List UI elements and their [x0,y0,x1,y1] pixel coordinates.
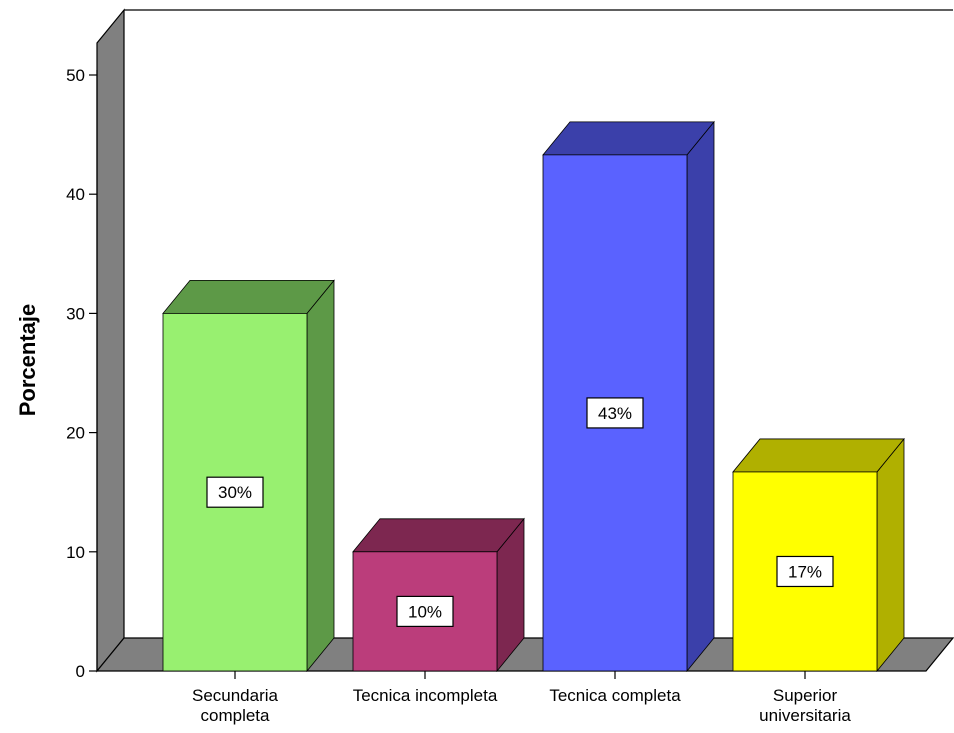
chart-bars [162,120,905,673]
data-label-box [396,595,454,628]
bar-top [162,279,335,314]
y-tick-label: 50 [66,66,85,85]
bar-top [542,121,715,156]
x-tick-label: Secundaria [192,686,279,705]
bar-side [306,279,335,673]
bar-top [352,518,525,553]
data-label: 17% [788,562,822,581]
chart-axes: 0 10 20 30 40 50 [66,66,806,681]
x-tick-label: Tecnica completa [549,686,681,705]
y-tick-label: 0 [76,662,85,681]
data-label-box [206,476,264,508]
left-wall [96,8,125,673]
data-label-box [586,397,644,429]
bar-top [732,438,905,473]
data-label: 43% [598,404,632,423]
x-tick-label: Superior [773,686,838,705]
data-label: 10% [408,602,442,621]
bar-side [876,437,905,673]
x-tick-label: Tecnica incompleta [353,686,498,705]
x-tick-label: completa [201,706,271,725]
x-tick-label: universitaria [759,706,851,725]
y-tick-label: 10 [66,543,85,562]
y-axis-label: Porcentaje [15,304,40,417]
data-label: 30% [218,483,252,502]
y-tick-label: 20 [66,424,85,443]
bar-side [686,120,715,673]
y-tick-label: 30 [66,304,85,323]
data-label-box [776,555,834,588]
y-tick-label: 40 [66,185,85,204]
